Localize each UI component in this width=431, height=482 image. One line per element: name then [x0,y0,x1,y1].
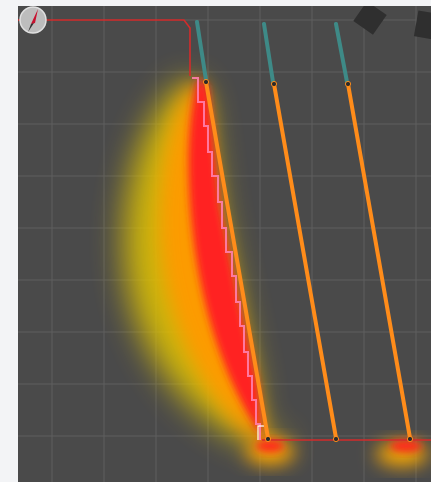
path-node[interactable] [345,81,351,87]
path-nodes[interactable] [203,79,413,442]
teal-paths [195,20,349,84]
compass-icon[interactable] [19,6,47,34]
cube-icon[interactable] [353,6,431,40]
path-node[interactable] [271,81,277,87]
orange-paths [204,80,412,440]
path-node[interactable] [407,436,413,442]
corner-marker [257,425,266,440]
map-viewport[interactable] [18,6,431,482]
step-edge [192,77,261,440]
path-node[interactable] [265,436,271,442]
path-node[interactable] [203,79,209,85]
path-node[interactable] [333,436,339,442]
map-canvas[interactable] [18,6,431,482]
boundary-line [18,19,191,76]
